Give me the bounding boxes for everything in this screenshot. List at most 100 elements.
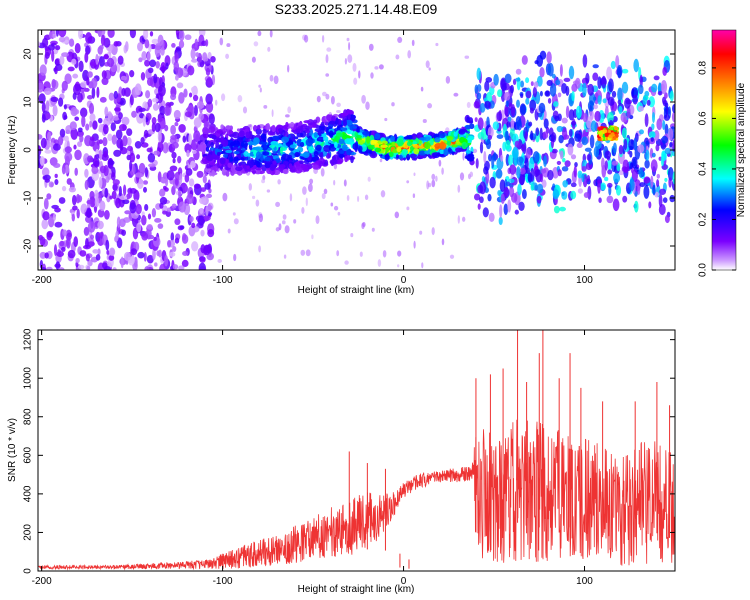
- spectrogram-cell: [496, 134, 504, 139]
- spectrogram-ytick-label: 20: [23, 48, 34, 60]
- spectrogram-cell: [174, 52, 179, 63]
- spectrogram-cell: [199, 141, 208, 153]
- spectrogram-cell: [275, 201, 281, 208]
- spectrogram-cell: [656, 173, 661, 179]
- spectrogram-cell: [102, 262, 108, 270]
- spectrogram-cell: [504, 73, 512, 84]
- spectrogram-cell: [582, 112, 588, 123]
- spectrogram-cell: [79, 107, 88, 118]
- spectrogram-cell: [232, 140, 240, 148]
- spectrogram-cell: [134, 83, 142, 96]
- spectrogram-cell: [416, 133, 422, 139]
- spectrogram-cell: [593, 146, 600, 158]
- spectrogram-cell: [154, 122, 161, 133]
- spectrogram-cell: [464, 124, 471, 130]
- spectrogram-cell: [565, 105, 570, 118]
- spectrogram-cell: [43, 174, 51, 181]
- spectrogram-cell: [664, 147, 671, 155]
- spectrogram-cell: [610, 132, 615, 137]
- spectrogram-cell: [534, 169, 541, 176]
- colorbar-tick-label: 0.4: [698, 162, 709, 176]
- spectrogram-cell: [112, 115, 120, 121]
- spectrogram-cell: [144, 266, 150, 270]
- spectrogram-cell: [75, 258, 80, 264]
- spectrogram-cell: [214, 99, 218, 106]
- spectrogram-cell: [142, 115, 147, 127]
- spectrogram-cell: [594, 110, 601, 122]
- spectrogram-cell: [80, 81, 87, 88]
- spectrogram-cell: [164, 255, 169, 267]
- spectrogram-cell: [325, 93, 330, 100]
- spectrogram-cell: [424, 141, 431, 150]
- spectrogram-cell: [510, 118, 515, 130]
- spectrogram-cell: [621, 81, 629, 94]
- spectrogram-cell: [561, 191, 568, 200]
- spectrogram-cell: [413, 147, 420, 155]
- spectrogram-cell: [162, 142, 169, 154]
- spectrogram-cell: [109, 195, 113, 200]
- spectrogram-cell: [281, 220, 286, 225]
- spectrogram-cell: [557, 92, 562, 98]
- spectrogram-cell: [610, 60, 616, 70]
- spectrogram-cell: [109, 247, 116, 256]
- spectrogram-cell: [74, 167, 78, 176]
- spectrogram-cell: [667, 167, 674, 181]
- spectrogram-cell: [615, 55, 620, 69]
- spectrogram-cell: [262, 134, 267, 143]
- spectrogram-cell: [503, 203, 509, 216]
- spectrogram-cell: [505, 100, 509, 108]
- spectrogram-cell: [76, 208, 80, 219]
- spectrogram-cell: [589, 134, 595, 149]
- spectrogram-cell: [464, 155, 470, 159]
- spectrogram-cell: [116, 138, 124, 149]
- spectrogram-cell: [618, 144, 624, 155]
- spectrogram-cell: [606, 111, 614, 124]
- spectrogram-cell: [413, 240, 416, 249]
- spectrogram-cell: [84, 168, 89, 178]
- spectrogram-cell: [129, 70, 135, 78]
- spectrogram-cell: [44, 149, 52, 154]
- spectrogram-cell: [529, 107, 534, 114]
- spectrogram-cell: [465, 149, 472, 154]
- spectrogram-cell: [559, 64, 563, 77]
- spectrogram-cell: [521, 189, 527, 200]
- spectrogram-cell: [309, 178, 314, 185]
- spectrogram-cell: [671, 111, 675, 123]
- spectrogram-cell: [620, 112, 628, 123]
- spectrogram-cell: [361, 222, 365, 230]
- spectrogram-cell: [475, 158, 479, 169]
- spectrogram-cell: [143, 30, 149, 40]
- spectrogram-cell: [368, 43, 374, 51]
- spectrogram-cell: [488, 212, 495, 223]
- spectrogram-cell: [86, 208, 92, 218]
- spectrogram-cell: [264, 162, 271, 169]
- spectrogram-cell: [278, 223, 282, 231]
- spectrogram-cell: [559, 150, 564, 160]
- spectrogram-cell: [621, 68, 629, 74]
- spectrogram-cell: [124, 210, 131, 215]
- spectrogram-cell: [390, 135, 395, 142]
- spectrogram-cell: [199, 207, 204, 215]
- spectrogram-cell: [262, 175, 266, 181]
- spectrogram-cell: [152, 248, 156, 261]
- spectrogram-cell: [175, 74, 179, 81]
- spectrogram-cell: [98, 139, 103, 145]
- spectrogram-cell: [148, 43, 152, 53]
- spectrogram-cell: [539, 90, 543, 97]
- spectrogram-cell: [464, 55, 470, 59]
- spectrogram-cell: [551, 73, 556, 79]
- spectrogram-cell: [583, 192, 590, 199]
- spectrogram-cell: [68, 186, 77, 193]
- spectrogram-cell: [84, 135, 93, 147]
- spectrogram-cell: [435, 42, 439, 47]
- spectrogram-cell: [108, 44, 112, 55]
- spectrogram-cell: [320, 126, 325, 134]
- spectrogram-cell: [553, 101, 559, 108]
- spectrogram-cell: [177, 155, 182, 164]
- spectrogram-cell: [257, 30, 262, 37]
- spectrogram-cell: [104, 210, 110, 220]
- spectrogram-cell: [593, 104, 598, 110]
- spectrogram-cell: [159, 263, 166, 270]
- spectrogram-cell: [58, 267, 65, 270]
- spectrogram-cell: [99, 45, 104, 50]
